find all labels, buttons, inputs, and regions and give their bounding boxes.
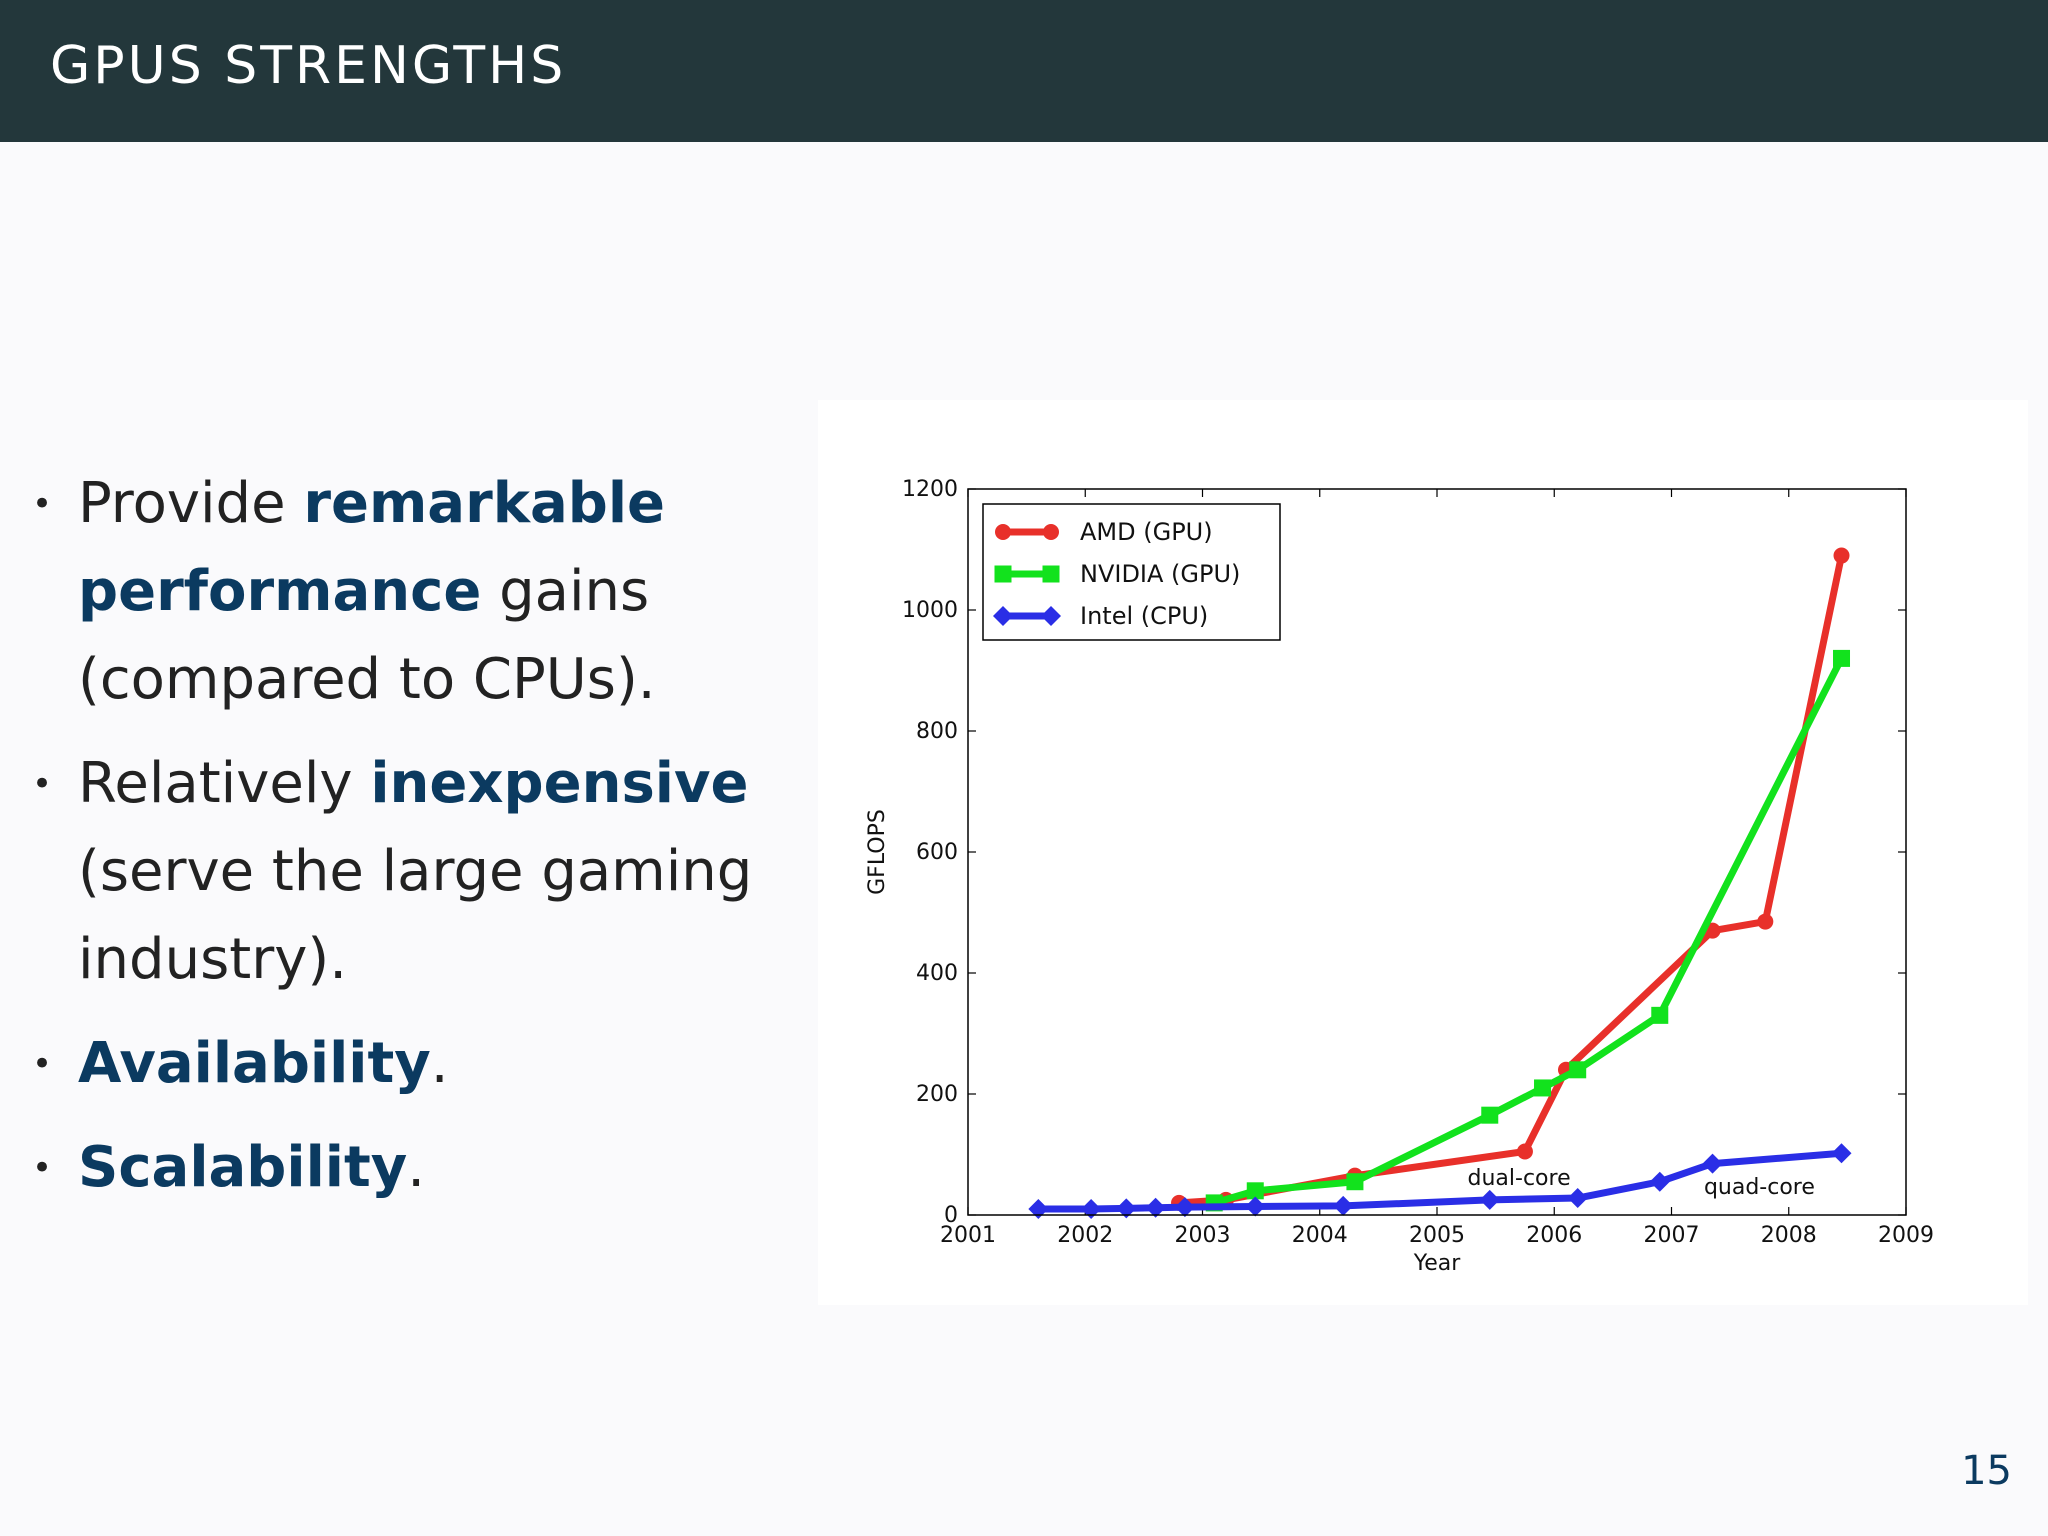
legend-marker: [1041, 606, 1061, 626]
data-point: [1145, 1197, 1166, 1218]
slide-title: GPUS STRENGTHS: [50, 36, 567, 96]
y-tick-label: 400: [916, 961, 958, 986]
legend-marker: [993, 606, 1013, 626]
y-tick-label: 1200: [902, 477, 958, 502]
data-point: [1346, 1173, 1364, 1191]
bullet-text: .: [430, 1031, 449, 1096]
legend-marker: [994, 565, 1012, 583]
bullet-item: • Scalability.: [28, 1124, 788, 1212]
data-point: [1651, 1006, 1669, 1024]
y-tick-label: 800: [916, 719, 958, 744]
data-point: [1028, 1198, 1049, 1219]
legend-label: Intel (CPU): [1080, 602, 1208, 630]
data-point: [1534, 1079, 1552, 1097]
bullet-item: • Availability.: [28, 1020, 788, 1108]
legend-marker: [1042, 565, 1060, 583]
bullet-dot: •: [32, 764, 53, 804]
x-tick-label: 2003: [1175, 1223, 1231, 1248]
x-axis-label: Year: [1413, 1251, 1462, 1276]
bullet-text: (serve the large gaming industry).: [78, 839, 753, 992]
bullet-item: • Provide remarkable performance gains (…: [28, 460, 788, 724]
bullet-text: Relatively: [78, 751, 371, 816]
data-point: [1333, 1195, 1354, 1216]
legend-marker: [995, 524, 1011, 540]
data-point: [1567, 1188, 1588, 1209]
bullet-emphasis: Availability: [78, 1031, 431, 1096]
legend-marker: [1043, 524, 1059, 540]
data-point: [1081, 1198, 1102, 1219]
data-point: [1702, 1153, 1723, 1174]
data-point: [1516, 1143, 1533, 1160]
y-tick-label: 600: [916, 840, 958, 865]
x-tick-label: 2001: [940, 1223, 996, 1248]
data-point: [1479, 1189, 1500, 1210]
data-point: [1649, 1171, 1670, 1192]
data-point: [1246, 1182, 1264, 1200]
x-tick-label: 2005: [1409, 1223, 1465, 1248]
chart-annotation: dual-core: [1468, 1166, 1571, 1191]
slide-header: GPUS STRENGTHS: [0, 0, 2048, 142]
data-point: [1174, 1197, 1195, 1218]
bullet-emphasis: Scalability: [78, 1135, 408, 1200]
series-line: [1213, 656, 1845, 1207]
bullet-dot: •: [32, 1148, 53, 1188]
bullet-list: • Provide remarkable performance gains (…: [28, 460, 788, 1228]
bullet-emphasis: inexpensive: [370, 751, 749, 816]
y-axis-label: GFLOPS: [865, 809, 890, 895]
data-point: [1116, 1198, 1137, 1219]
bullet-text: .: [407, 1135, 426, 1200]
bullet-text: gains (compared to CPUs).: [78, 559, 656, 712]
chart-panel: 2001 2002 2003 2004 2005 2006 2007 2008 2009 0 200…: [818, 400, 2028, 1305]
x-tick-label: 2007: [1644, 1223, 1700, 1248]
data-point: [1831, 1143, 1852, 1164]
legend-label: AMD (GPU): [1080, 518, 1213, 546]
x-tick-label: 2004: [1292, 1223, 1348, 1248]
gflops-line-chart: 2001 2002 2003 2004 2005 2006 2007 2008 2009 0 200…: [865, 477, 1934, 1276]
bullet-item: • Relatively inexpensive (serve the larg…: [28, 740, 788, 1004]
legend-label: NVIDIA (GPU): [1080, 560, 1240, 588]
plot-frame: [967, 488, 1907, 1216]
data-point: [1481, 1106, 1499, 1124]
data-point: [1833, 649, 1851, 667]
y-tick-label: 0: [944, 1203, 958, 1228]
bullet-dot: •: [32, 484, 53, 524]
data-point: [1245, 1196, 1266, 1217]
x-tick-label: 2008: [1761, 1223, 1817, 1248]
x-tick-label: 2006: [1526, 1223, 1582, 1248]
bullet-emphasis: remarkable performance: [78, 471, 665, 624]
bullet-text: Provide: [78, 471, 304, 536]
data-point: [1757, 913, 1774, 930]
chart-annotation: quad-core: [1704, 1175, 1815, 1200]
x-tick-label: 2009: [1878, 1223, 1934, 1248]
data-point: [1833, 547, 1850, 564]
y-tick-label: 1000: [902, 598, 958, 623]
data-point: [1569, 1061, 1587, 1079]
x-tick-label: 2002: [1057, 1223, 1113, 1248]
page-number: 15: [1961, 1448, 2012, 1494]
y-tick-label: 200: [916, 1082, 958, 1107]
bullet-dot: •: [32, 1044, 53, 1084]
